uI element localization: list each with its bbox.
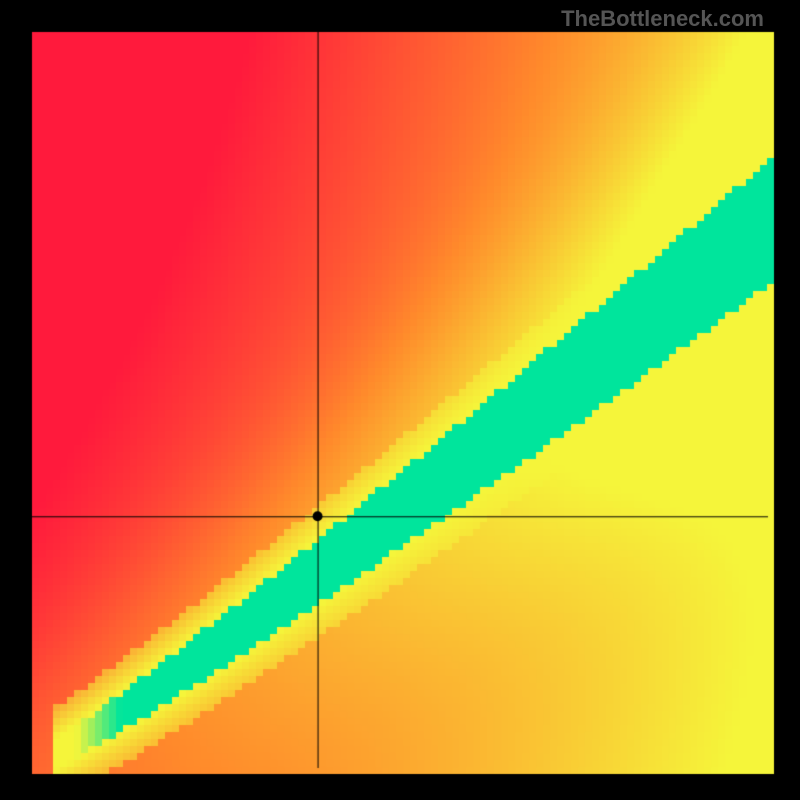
chart-container: TheBottleneck.com bbox=[0, 0, 800, 800]
watermark-text: TheBottleneck.com bbox=[561, 6, 764, 32]
heatmap-canvas bbox=[0, 0, 800, 800]
